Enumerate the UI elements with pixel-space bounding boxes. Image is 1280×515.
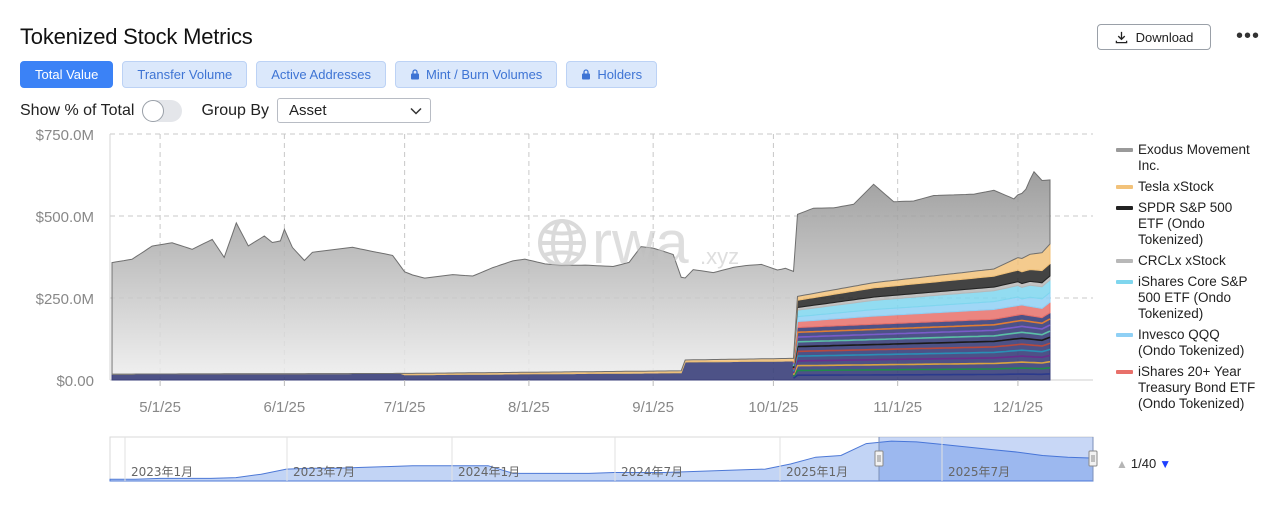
legend-item[interactable]: Invesco QQQ (Ondo Tokenized)	[1116, 327, 1261, 359]
sub-series-line	[792, 342, 1051, 370]
navigator-selection	[879, 437, 1093, 481]
legend-item[interactable]: iShares 20+ Year Treasury Bond ETF (Ondo…	[1116, 364, 1261, 412]
legend-label: Tesla xStock	[1138, 179, 1214, 194]
navigator-label: 2024年1月	[458, 465, 520, 479]
watermark-suffix: .xyz	[700, 244, 739, 269]
download-icon	[1115, 31, 1127, 43]
x-tick-label: 10/1/25	[748, 399, 798, 416]
legend-label: iShares 20+ Year Treasury Bond ETF (Ondo…	[1138, 364, 1256, 411]
group-by-label: Group By	[201, 101, 270, 119]
tab-active-addresses[interactable]: Active Addresses	[256, 61, 386, 88]
chart-legend: Exodus Movement Inc. Tesla xStock SPDR S&P…	[1116, 142, 1261, 452]
group-by-select[interactable]: Asset	[277, 98, 432, 123]
x-tick-label: 12/1/25	[993, 399, 1043, 416]
lock-icon	[582, 69, 591, 80]
legend-pager: ▲ 1/40 ▼	[1116, 456, 1171, 471]
legend-swatch	[1116, 185, 1133, 189]
legend-page: 1/40	[1130, 456, 1157, 471]
tab-holders[interactable]: Holders	[566, 61, 658, 88]
x-tick-label: 8/1/25	[508, 399, 550, 416]
navigator-handle	[874, 450, 884, 467]
show-pct-label: Show % of Total	[20, 101, 135, 119]
download-button[interactable]: Download	[1097, 24, 1211, 50]
toggle-knob	[142, 99, 165, 122]
sub-series-line	[792, 324, 1051, 365]
sub-series-line	[792, 360, 1051, 376]
chevron-down-icon	[410, 107, 422, 115]
legend-label: CRCLx xStock	[1138, 253, 1226, 268]
y-tick-label: $0.00	[56, 373, 94, 390]
legend-prev-icon[interactable]: ▲	[1116, 456, 1128, 471]
legend-label: Exodus Movement Inc.	[1138, 142, 1250, 173]
sub-series-line	[792, 367, 1051, 377]
navigator-area	[109, 440, 1094, 482]
legend-swatch	[1116, 259, 1133, 263]
legend-swatch	[1116, 148, 1133, 152]
download-label: Download	[1135, 29, 1194, 45]
tab-label: Transfer Volume	[137, 67, 233, 82]
sub-series-line	[792, 336, 1051, 369]
navigator-handle	[1088, 450, 1098, 467]
rwa-watermark: rwa .xyz	[538, 209, 739, 276]
x-tick-label: 9/1/25	[632, 399, 674, 416]
y-tick-label: $750.0M	[36, 127, 94, 144]
area-series-exodus-movement-inc-	[111, 170, 1051, 375]
tab-total-value[interactable]: Total Value	[20, 61, 114, 88]
sub-series-line	[792, 348, 1051, 372]
legend-label: iShares Core S&P 500 ETF (Ondo Tokenized…	[1138, 274, 1248, 321]
tab-label: Active Addresses	[271, 67, 371, 82]
legend-item[interactable]: Exodus Movement Inc.	[1116, 142, 1261, 174]
sub-series-line	[792, 318, 1051, 363]
globe-icon	[538, 219, 586, 267]
legend-label: SPDR S&P 500 ETF (Ondo Tokenized)	[1138, 200, 1233, 247]
legend-label: Invesco QQQ (Ondo Tokenized)	[1138, 327, 1245, 358]
navigator-label: 2023年1月	[131, 465, 193, 479]
navigator-label: 2025年1月	[786, 465, 848, 479]
legend-swatch	[1116, 280, 1133, 284]
legend-swatch	[1116, 370, 1133, 374]
tab-label: Holders	[597, 67, 643, 82]
x-tick-label: 7/1/25	[384, 399, 426, 416]
legend-swatch	[1116, 333, 1133, 337]
page-title: Tokenized Stock Metrics	[20, 24, 253, 49]
legend-item[interactable]: iShares Core S&P 500 ETF (Ondo Tokenized…	[1116, 274, 1261, 322]
show-pct-toggle[interactable]	[142, 99, 183, 122]
chart-controls: Show % of Total Group By Asset	[20, 98, 432, 123]
watermark-brand: rwa	[592, 209, 689, 276]
legend-item[interactable]: SPDR S&P 500 ETF (Ondo Tokenized)	[1116, 200, 1261, 248]
metric-tabs: Total Value Transfer Volume Active Addre…	[20, 61, 658, 88]
legend-item[interactable]: Tesla xStock	[1116, 179, 1261, 195]
group-by-value: Asset	[289, 102, 327, 119]
chart-axes: $0.00 $250.0M $500.0M $750.0M 5/1/25 6/1/25 7/…	[36, 127, 1043, 416]
more-icon[interactable]: •••	[1236, 25, 1261, 47]
tab-mint-burn-volumes[interactable]: Mint / Burn Volumes	[394, 61, 558, 88]
tab-label: Mint / Burn Volumes	[425, 67, 543, 82]
range-navigator[interactable]: 2023年1月 2023年7月 2024年1月 2024年7月 2025年1月 2025年…	[0, 430, 1110, 485]
sub-series-line	[792, 330, 1051, 367]
lock-icon	[410, 69, 419, 80]
chart-areas	[111, 170, 1051, 381]
navigator-label: 2025年7月	[948, 465, 1010, 479]
y-tick-label: $250.0M	[36, 291, 94, 308]
tab-label: Total Value	[35, 67, 99, 82]
sub-series-line	[792, 354, 1051, 374]
navigator-content: 2023年1月 2023年7月 2024年1月 2024年7月 2025年1月 2025年…	[109, 436, 1098, 482]
stacked-area-chart: rwa .xyz $0.00 $250.0M $500.0M $750.0M 5/1/2…	[36, 127, 1093, 416]
tab-transfer-volume[interactable]: Transfer Volume	[122, 61, 248, 88]
legend-next-icon[interactable]: ▼	[1159, 456, 1172, 471]
legend-swatch	[1116, 206, 1133, 210]
x-tick-label: 5/1/25	[139, 399, 181, 416]
y-tick-label: $500.0M	[36, 209, 94, 226]
x-tick-label: 6/1/25	[264, 399, 306, 416]
sub-series-line	[793, 373, 1051, 379]
x-tick-label: 11/1/25	[873, 399, 922, 416]
legend-item[interactable]: CRCLx xStock	[1116, 253, 1261, 269]
navigator-label: 2024年7月	[621, 465, 683, 479]
navigator-label: 2023年7月	[293, 465, 355, 479]
